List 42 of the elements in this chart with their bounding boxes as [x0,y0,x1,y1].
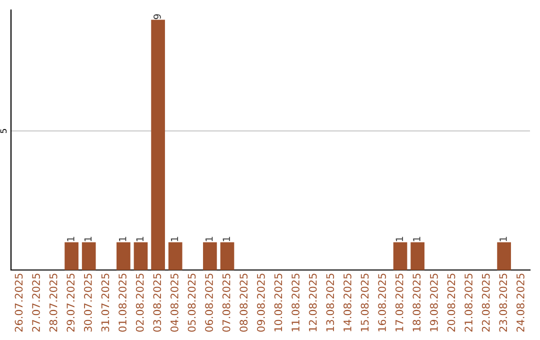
x-tick-label: 02.08.2025 [136,274,144,332]
x-tick-label: 11.08.2025 [292,274,300,332]
x-tick-label: 22.08.2025 [482,274,490,332]
x-tick-label: 20.08.2025 [447,274,456,332]
x-tick-label: 04.08.2025 [170,274,178,332]
x-tick-label: 09.08.2025 [256,274,265,332]
x-tick-label: 06.08.2025 [205,274,213,332]
x-tick-label: 15.08.2025 [360,274,369,332]
x-tick-label: 10.08.2025 [274,274,282,332]
x-tick-label: 18.08.2025 [412,274,421,332]
x-tick-label: 12.08.2025 [308,274,317,332]
data-label: 1 [500,236,507,242]
data-label: 1 [119,236,126,242]
x-tick-label: 28.07.2025 [49,274,58,332]
x-tick-label: 19.08.2025 [430,274,438,332]
x-tick-label: 29.07.2025 [66,274,75,332]
x-tick-label: 24.08.2025 [516,274,524,332]
x-tick-label: 08.08.2025 [240,274,248,332]
x-tick-label: 21.08.2025 [464,274,472,332]
data-label: 1 [67,236,74,242]
x-tick-label: 30.07.2025 [84,274,92,332]
x-tick-label: 16.08.2025 [378,274,386,332]
x-tick-label: 03.08.2025 [153,274,162,332]
data-label: 1 [170,236,178,242]
x-tick-label: 07.08.2025 [222,274,230,332]
x-tick-label: 31.07.2025 [101,274,110,332]
data-label: 1 [84,236,92,242]
data-label: 1 [222,236,230,242]
data-label: 1 [206,236,213,242]
x-tick-label: 17.08.2025 [395,274,404,332]
data-label: 1 [413,236,420,242]
x-tick-label: 26.07.2025 [14,274,23,332]
y-tick-label: 5 [0,129,7,133]
data-label: 1 [396,236,403,242]
x-tick-label: 01.08.2025 [118,274,126,332]
x-tick-label: 05.08.2025 [188,274,196,332]
data-label: 1 [136,236,144,242]
x-tick-label: 27.07.2025 [32,274,40,332]
x-tick-label: 14.08.2025 [343,274,352,332]
x-tick-label: 23.08.2025 [499,274,508,332]
data-label: 9 [154,14,161,20]
x-tick-label: 13.08.2025 [326,274,334,332]
